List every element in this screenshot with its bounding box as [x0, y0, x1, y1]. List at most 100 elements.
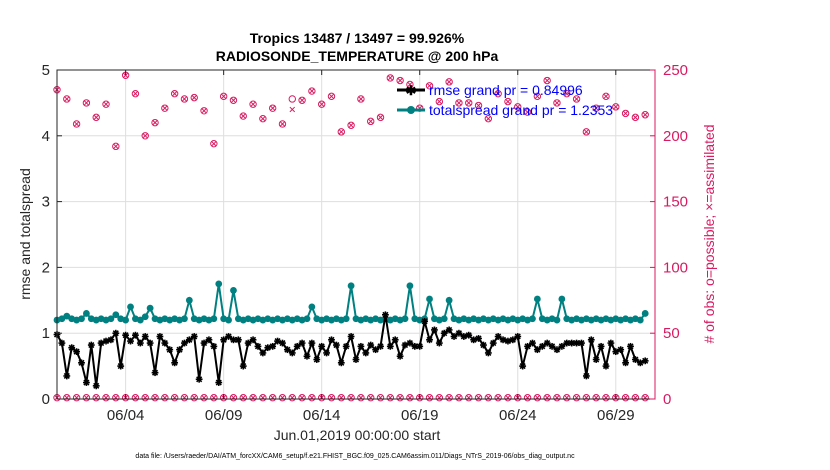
y-axis-left-label: rmse and totalspread [17, 168, 33, 300]
y-tick-label-right: 100 [663, 259, 688, 276]
rmse-point [63, 372, 71, 380]
x-tick-label: 06/09 [205, 407, 243, 424]
obs-possible-point [180, 393, 189, 402]
rmse-point [249, 336, 257, 344]
obs-assimilated-point [515, 104, 521, 110]
rmse-point [215, 379, 223, 386]
rmse-point [489, 339, 497, 347]
obs-possible-point [504, 393, 512, 402]
rmse-point [254, 342, 262, 350]
obs-possible-point [367, 393, 375, 402]
totalspread-point [210, 315, 218, 323]
obs-possible-point [112, 393, 120, 402]
obs-assimilated-point [407, 81, 413, 88]
obs-possible-point [494, 393, 502, 402]
rmse-point [132, 331, 139, 339]
rmse-point [357, 342, 365, 350]
obs-assimilated-point [250, 101, 256, 107]
y-tick-label-right: 250 [663, 62, 688, 79]
obs-possible-point [484, 114, 493, 123]
obs-assimilated-point [279, 121, 286, 127]
rmse-point [631, 356, 639, 363]
totalspread-point [136, 316, 144, 324]
obs-possible-point [82, 99, 91, 107]
y-tick-label-left: 3 [42, 194, 50, 211]
obs-possible-point [210, 393, 218, 402]
obs-assimilated-point [495, 90, 501, 97]
obs-possible-point [543, 76, 551, 85]
obs-possible-point [161, 104, 169, 112]
rmse-point [161, 339, 169, 347]
rmse-point [102, 337, 110, 345]
totalspread-point [127, 303, 134, 311]
rmse-point [578, 339, 585, 347]
obs-assimilated-point [583, 129, 590, 135]
obs-possible-point [357, 393, 365, 402]
obs-possible-point [63, 393, 71, 402]
rmse-point [205, 336, 213, 344]
rmse-point [141, 333, 149, 340]
obs-assimilated-point [240, 113, 247, 119]
obs-assimilated-point [534, 93, 541, 100]
legend-rmse-marker: ✱ [406, 83, 417, 98]
obs-possible-point [170, 393, 179, 402]
obs-possible-point [621, 109, 630, 118]
rmse-point [146, 339, 154, 347]
rmse-point [166, 346, 174, 354]
totalspread-point [401, 315, 409, 323]
legend: ✱ rmse grand pr = 0.84996 totalspread gr… [397, 82, 613, 118]
obs-possible-point [533, 92, 542, 101]
obs-possible-point [229, 96, 238, 104]
obs-assimilated-point [132, 90, 139, 97]
obs-possible-point [288, 393, 296, 402]
obs-possible-point [72, 120, 81, 128]
obs-assimilated-point [201, 108, 207, 114]
totalspread-point [303, 315, 311, 323]
rmse-point [450, 333, 458, 340]
obs-possible-point [602, 393, 610, 402]
rmse-point [303, 352, 311, 360]
obs-possible-point [92, 113, 100, 122]
obs-possible-point [543, 393, 551, 402]
rmse-point [382, 311, 389, 319]
obs-possible-point [523, 393, 532, 402]
rmse-point [342, 342, 350, 350]
obs-possible-point [553, 99, 561, 107]
rmse-point [337, 359, 345, 367]
obs-possible-point [523, 108, 532, 116]
obs-possible-point [337, 128, 345, 136]
y-tick-label-right: 0 [663, 391, 671, 408]
obs-possible-point [112, 142, 120, 151]
rmse-point [494, 333, 502, 340]
rmse-point [87, 341, 95, 349]
obs-possible-point [455, 99, 463, 107]
rmse-point [421, 317, 429, 325]
obs-possible-point [317, 100, 326, 108]
obs-assimilated-point [632, 114, 639, 121]
y-axis-right-label: # of obs: o=possible; ×=assimilated [701, 124, 717, 343]
obs-possible-point [278, 393, 287, 402]
rmse-point [431, 326, 438, 334]
rmse-point [308, 339, 316, 347]
obs-possible-point [92, 393, 100, 402]
rmse-point [210, 342, 218, 350]
rmse-point [136, 339, 144, 347]
rmse-point [484, 349, 492, 357]
obs-assimilated-point [171, 90, 178, 97]
rmse-point [386, 342, 394, 350]
rmse-point [190, 333, 198, 340]
rmse-point [332, 341, 340, 349]
totalspread-point [636, 316, 644, 324]
obs-possible-point [406, 393, 414, 402]
totalspread-point [83, 310, 90, 317]
obs-assimilated-point [456, 100, 462, 106]
rmse-point [122, 331, 130, 339]
obs-assimilated-point [397, 77, 403, 84]
obs-possible-point [200, 107, 208, 115]
rmse-point [622, 359, 629, 367]
rmse-point [470, 336, 478, 344]
obs-assimilated-point [367, 118, 374, 125]
y-tick-label-left: 4 [42, 128, 50, 145]
obs-possible-point [494, 89, 502, 98]
obs-possible-point [474, 101, 483, 110]
